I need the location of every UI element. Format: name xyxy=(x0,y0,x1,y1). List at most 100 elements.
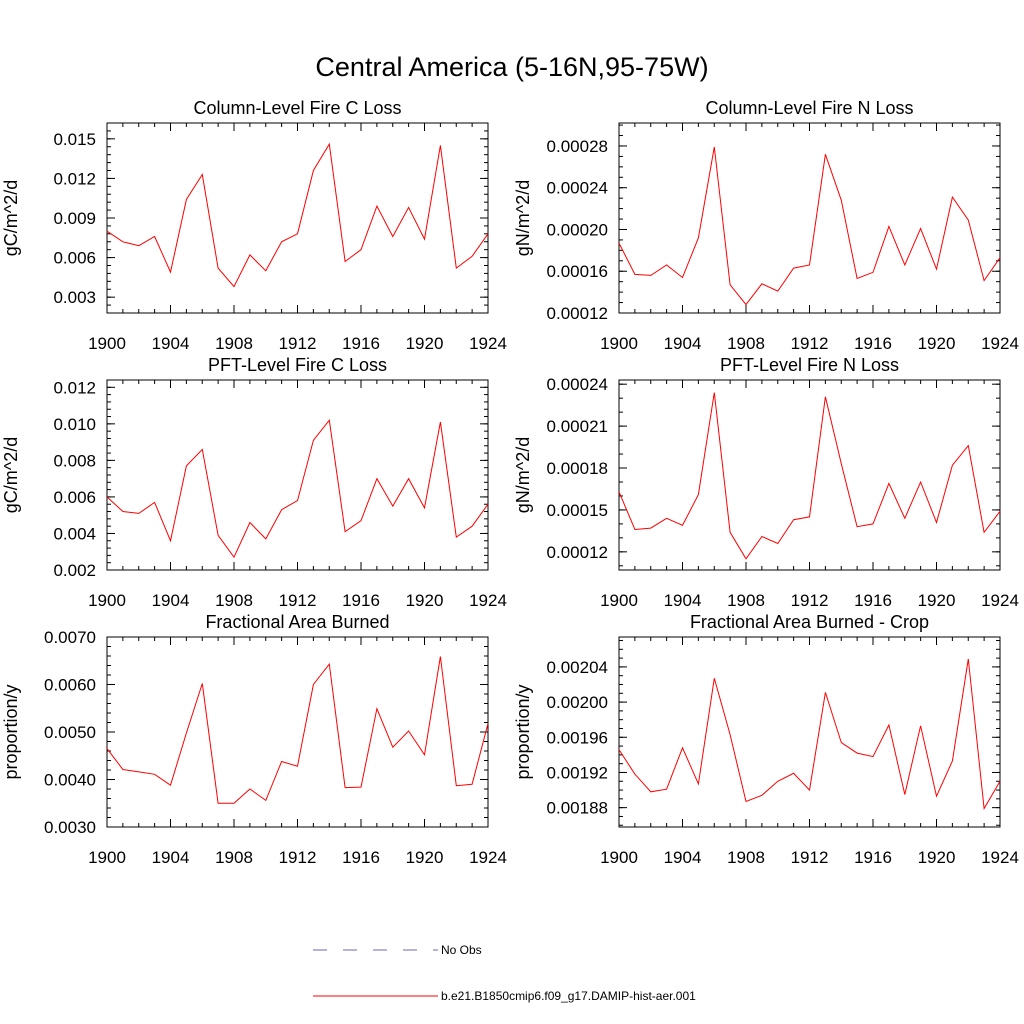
y-tick-label: 0.00012 xyxy=(547,304,608,323)
x-tick-label: 1924 xyxy=(981,591,1019,610)
x-tick-label: 1908 xyxy=(727,334,765,353)
y-tick-label: 0.00196 xyxy=(547,728,608,747)
chart-panel-3: PFT-Level Fire C Loss gC/m^2/d 1900 1904 190… xyxy=(1,355,507,610)
x-tick-label: 1904 xyxy=(152,591,190,610)
series-line-1 xyxy=(618,658,1001,811)
x-tick-label: 1920 xyxy=(918,848,956,867)
y-tick-label: 0.00024 xyxy=(547,375,608,394)
y-tick-label: 0.00018 xyxy=(547,459,608,478)
y-tick-label: 0.0060 xyxy=(44,676,96,695)
x-tick-label: 1924 xyxy=(469,848,507,867)
series-line-1 xyxy=(106,418,489,559)
y-axis-label: gC/m^2/d xyxy=(1,437,21,513)
y-tick-label: 0.006 xyxy=(53,488,96,507)
y-tick-label: 0.015 xyxy=(53,130,96,149)
y-axis-label: gC/m^2/d xyxy=(1,180,21,256)
chart-title: PFT-Level Fire C Loss xyxy=(208,355,387,375)
y-tick-label: 0.0050 xyxy=(44,723,96,742)
chart-panel-2: Column-Level Fire N Loss gN/m^2/d 1900 1904… xyxy=(513,98,1019,353)
chart-panel-5: Fractional Area Burned proportion/y 1900 19… xyxy=(1,612,507,867)
plot-frame xyxy=(618,122,1001,314)
x-tick-label: 1924 xyxy=(469,591,507,610)
plot-frame xyxy=(106,636,489,828)
x-tick-label: 1904 xyxy=(664,848,702,867)
x-tick-label: 1908 xyxy=(215,848,253,867)
y-tick-label: 0.009 xyxy=(53,209,96,228)
x-tick-label: 1912 xyxy=(791,848,829,867)
y-tick-label: 0.00204 xyxy=(547,658,608,677)
plot-frame xyxy=(618,379,1001,571)
x-tick-label: 1904 xyxy=(664,591,702,610)
chart-title: Column-Level Fire C Loss xyxy=(193,98,401,118)
x-tick-label: 1924 xyxy=(469,334,507,353)
x-tick-label: 1916 xyxy=(854,334,892,353)
y-axis-label: proportion/y xyxy=(513,684,533,779)
y-tick-label: 0.0070 xyxy=(44,628,96,647)
chart-title: Fractional Area Burned - Crop xyxy=(690,612,929,632)
figure-title: Central America (5-16N,95-75W) xyxy=(315,52,708,82)
y-tick-label: 0.003 xyxy=(53,288,96,307)
x-tick-label: 1904 xyxy=(152,334,190,353)
series-line-1 xyxy=(106,142,489,288)
y-tick-label: 0.00016 xyxy=(547,262,608,281)
x-tick-label: 1916 xyxy=(342,591,380,610)
chart-panel-4: PFT-Level Fire N Loss gN/m^2/d 1900 1904 190… xyxy=(513,355,1019,610)
panels: Column-Level Fire C Loss gC/m^2/d 1900 1904… xyxy=(1,98,1019,867)
x-tick-label: 1912 xyxy=(791,591,829,610)
y-axis-label: gN/m^2/d xyxy=(513,180,533,256)
x-tick-label: 1916 xyxy=(342,848,380,867)
x-tick-label: 1900 xyxy=(88,591,126,610)
x-tick-label: 1916 xyxy=(854,848,892,867)
y-tick-label: 0.012 xyxy=(53,169,96,188)
y-tick-label: 0.00028 xyxy=(547,137,608,156)
x-tick-label: 1920 xyxy=(918,591,956,610)
x-tick-label: 1900 xyxy=(600,591,638,610)
y-tick-label: 0.0030 xyxy=(44,818,96,837)
x-tick-label: 1904 xyxy=(664,334,702,353)
plot-frame xyxy=(106,122,489,314)
x-tick-label: 1912 xyxy=(279,848,317,867)
plot-frame xyxy=(618,636,1001,828)
x-tick-label: 1904 xyxy=(152,848,190,867)
y-tick-label: 0.00192 xyxy=(547,763,608,782)
x-tick-label: 1908 xyxy=(215,591,253,610)
chart-panel-1: Column-Level Fire C Loss gC/m^2/d 1900 1904… xyxy=(1,98,507,353)
y-tick-label: 0.00020 xyxy=(547,220,608,239)
x-tick-label: 1912 xyxy=(279,591,317,610)
x-tick-label: 1900 xyxy=(600,334,638,353)
x-tick-label: 1912 xyxy=(279,334,317,353)
y-tick-label: 0.00021 xyxy=(547,417,608,436)
x-tick-label: 1912 xyxy=(791,334,829,353)
y-tick-label: 0.010 xyxy=(53,415,96,434)
chart-panel-6: Fractional Area Burned - Crop proportion/… xyxy=(513,612,1019,867)
legend-label-run: b.e21.B1850cmip6.f09_g17.DAMIP-hist-aer.… xyxy=(441,989,696,1003)
y-tick-label: 0.008 xyxy=(53,451,96,470)
y-tick-label: 0.00015 xyxy=(547,501,608,520)
y-tick-label: 0.012 xyxy=(53,378,96,397)
y-tick-label: 0.002 xyxy=(53,561,96,580)
series-line-1 xyxy=(106,656,489,804)
x-tick-label: 1916 xyxy=(854,591,892,610)
y-tick-label: 0.0040 xyxy=(44,771,96,790)
y-axis-label: gN/m^2/d xyxy=(513,437,533,513)
x-tick-label: 1920 xyxy=(918,334,956,353)
y-tick-label: 0.006 xyxy=(53,249,96,268)
series-line-1 xyxy=(618,146,1001,306)
x-tick-label: 1908 xyxy=(727,848,765,867)
x-tick-label: 1916 xyxy=(342,334,380,353)
x-tick-label: 1920 xyxy=(406,591,444,610)
x-tick-label: 1920 xyxy=(406,848,444,867)
y-tick-label: 0.00012 xyxy=(547,543,608,562)
legend: No Obs b.e21.B1850cmip6.f09_g17.DAMIP-hi… xyxy=(313,943,696,1003)
y-tick-label: 0.00188 xyxy=(547,799,608,818)
x-tick-label: 1908 xyxy=(727,591,765,610)
legend-label-no-obs: No Obs xyxy=(441,943,482,957)
x-tick-label: 1924 xyxy=(981,334,1019,353)
chart-title: PFT-Level Fire N Loss xyxy=(720,355,899,375)
x-tick-label: 1924 xyxy=(981,848,1019,867)
chart-title: Column-Level Fire N Loss xyxy=(705,98,913,118)
y-tick-label: 0.00024 xyxy=(547,179,608,198)
x-tick-label: 1900 xyxy=(600,848,638,867)
series-line-1 xyxy=(618,392,1001,560)
